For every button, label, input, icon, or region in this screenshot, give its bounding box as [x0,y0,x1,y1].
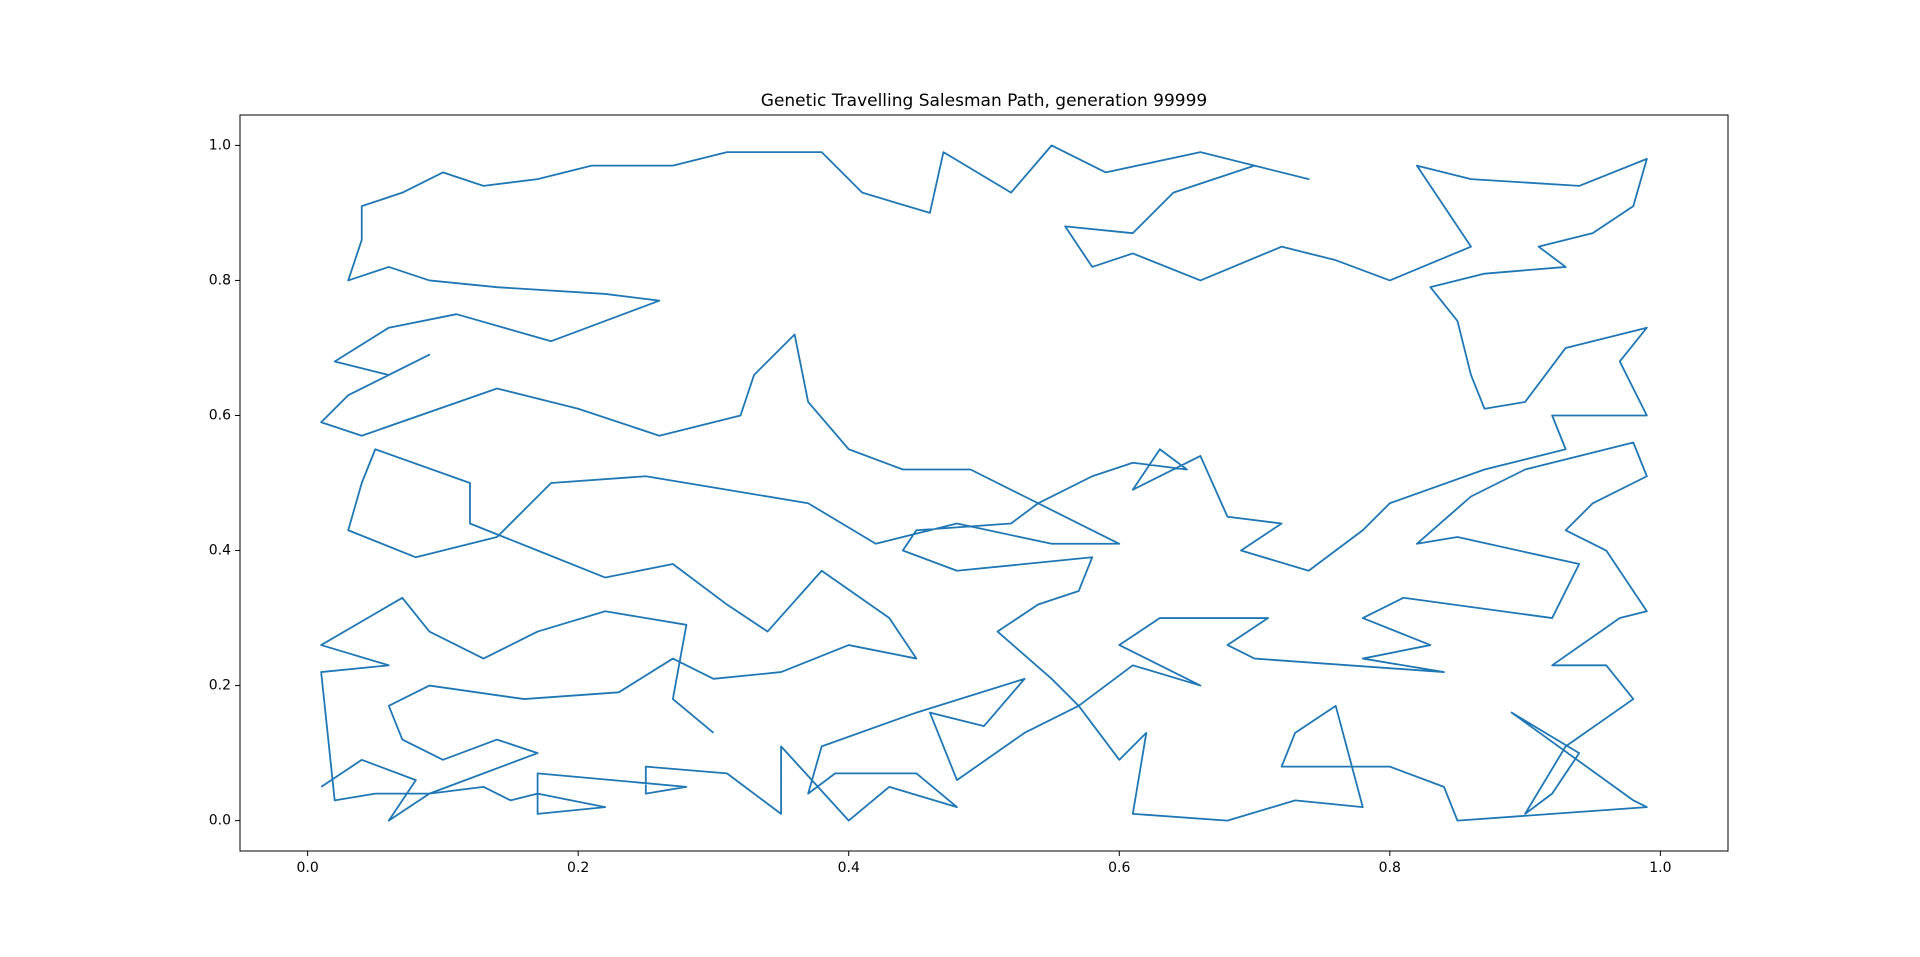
y-tick-label: 0.2 [209,678,231,694]
axes-frame [239,114,1729,852]
x-tick-label: 1.0 [1649,860,1671,876]
x-tick-label: 0.4 [838,860,860,876]
x-tick-label: 0.0 [297,860,319,876]
y-tick-label: 0.4 [209,543,231,559]
route-line [320,144,1648,822]
y-tick-label: 0.6 [209,407,231,423]
chart-title: Genetic Travelling Salesman Path, genera… [761,91,1207,111]
y-tick-label: 0.0 [209,813,231,829]
y-tick-label: 0.8 [209,272,231,288]
x-tick-label: 0.8 [1379,860,1401,876]
x-tick-label: 0.6 [1108,860,1130,876]
y-tick-label: 1.0 [209,137,231,153]
x-tick-label: 0.2 [567,860,589,876]
